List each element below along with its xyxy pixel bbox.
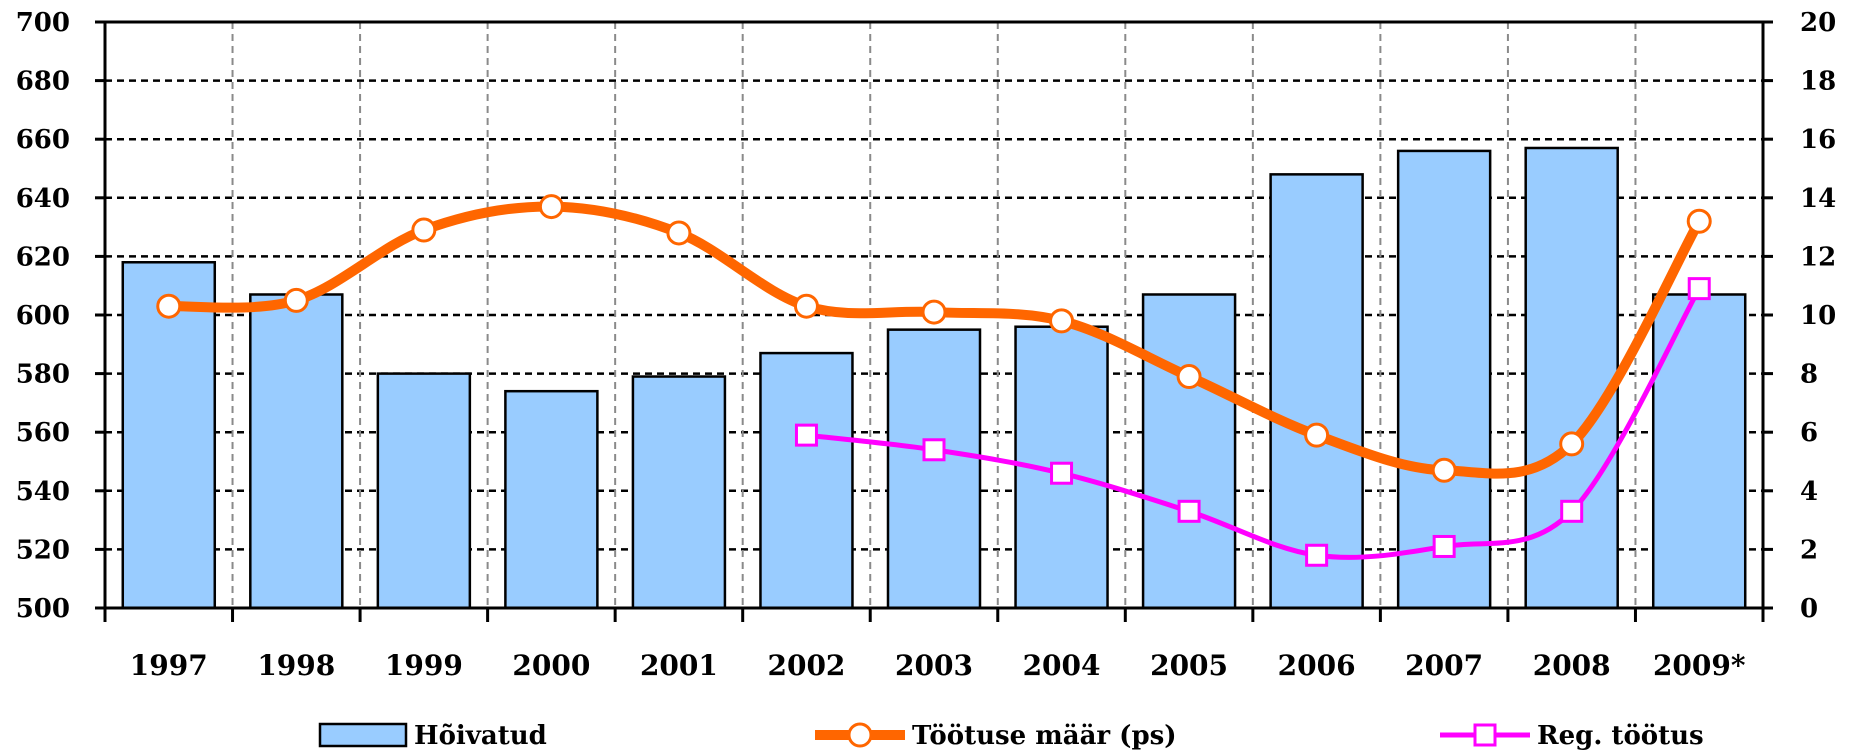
y-left-tick-label: 580 [16, 360, 70, 390]
legend-label-registered-unemployment: Reg. töötus [1537, 721, 1704, 751]
registered-unemployment-point [1560, 499, 1584, 523]
y-right-tick-label: 16 [1800, 125, 1836, 155]
x-tick-label: 2006 [1278, 649, 1356, 682]
registered-unemployment-point [1687, 277, 1711, 301]
y-right-tick-label: 0 [1800, 594, 1818, 624]
y-left-tick-label: 520 [16, 535, 70, 565]
x-tick-label: 1999 [385, 649, 463, 682]
y-left-tick-label: 680 [16, 67, 70, 97]
unemployment-rate-point [1686, 208, 1712, 234]
y-left-tick-label: 640 [16, 184, 70, 214]
registered-unemployment-point [794, 423, 818, 447]
bar [759, 351, 854, 610]
x-tick-label: 2001 [640, 649, 718, 682]
x-tick-label: 1997 [130, 649, 208, 682]
unemployment-rate-point [1176, 364, 1202, 390]
x-tick-label: 2003 [895, 649, 973, 682]
unemployment-rate-point [1304, 422, 1330, 448]
y-right-tick-label: 20 [1800, 8, 1836, 38]
x-tick-label: 2002 [767, 649, 845, 682]
bar [1396, 149, 1492, 610]
y-right-tick-label: 2 [1800, 535, 1818, 565]
bar [121, 261, 217, 610]
y-right-tick-label: 8 [1800, 360, 1818, 390]
unemployment-rate-point [793, 293, 819, 319]
bar [504, 389, 599, 610]
legend-swatch-employed [318, 722, 408, 748]
bar [1141, 293, 1237, 610]
unemployment-rate-point [1431, 457, 1457, 483]
y-axis-left-ticks: 500 520 540 560 580 600 620 640 660 680 700 [16, 8, 70, 624]
bar [886, 328, 982, 610]
unemployment-rate-point [921, 299, 947, 325]
y-axis-right-ticks: 0 2 4 6 8 10 12 14 16 18 20 [1800, 8, 1836, 624]
legend: Hõivatud Töötuse määr (ps) Reg. töötus [318, 721, 1704, 751]
registered-unemployment-point [1177, 499, 1201, 523]
bar [249, 293, 344, 610]
bar [1651, 293, 1747, 610]
unemployment-rate-point [411, 217, 437, 243]
registered-unemployment-point [1432, 534, 1456, 558]
x-tick-label: 2004 [1023, 649, 1101, 682]
x-tick-label: 2000 [512, 649, 590, 682]
y-left-tick-label: 700 [16, 8, 70, 38]
y-right-tick-label: 10 [1800, 301, 1836, 331]
y-right-tick-label: 4 [1800, 477, 1818, 507]
bar [1524, 146, 1619, 610]
y-right-tick-label: 6 [1800, 418, 1818, 448]
x-tick-label: 2009* [1653, 649, 1746, 682]
bar [631, 375, 727, 610]
bar [376, 372, 472, 610]
x-tick-label: 2008 [1533, 649, 1611, 682]
legend-marker-unemployment-rate [847, 722, 873, 748]
y-left-tick-label: 660 [16, 125, 70, 155]
x-tick-label: 2005 [1150, 649, 1228, 682]
unemployment-rate-point [283, 287, 309, 313]
y-left-tick-label: 560 [16, 418, 70, 448]
y-left-tick-label: 540 [16, 477, 70, 507]
registered-unemployment-point [1305, 543, 1329, 567]
unemployment-rate-point [538, 194, 564, 220]
legend-label-unemployment-rate: Töötuse määr (ps) [912, 721, 1177, 751]
y-left-tick-label: 600 [16, 301, 70, 331]
unemployment-rate-point [666, 220, 692, 246]
axes [95, 20, 1773, 622]
x-tick-label: 2007 [1405, 649, 1483, 682]
registered-unemployment-point [922, 438, 946, 462]
line-series [156, 194, 1712, 567]
y-right-tick-label: 18 [1800, 67, 1836, 97]
unemployment-rate-point [1559, 431, 1585, 457]
x-tick-label: 1998 [257, 649, 335, 682]
y-left-tick-label: 620 [16, 242, 70, 272]
legend-marker-registered-unemployment [1473, 723, 1497, 747]
unemployment-rate-point [156, 293, 182, 319]
bar [1269, 173, 1364, 610]
bar-series [121, 146, 1747, 610]
x-axis-ticks: 1997 1998 1999 2000 2001 2002 2003 2004 2005 2006… [130, 649, 1746, 682]
unemployment-rate-point [1049, 308, 1075, 334]
registered-unemployment-point [1050, 461, 1074, 485]
legend-label-employed: Hõivatud [414, 721, 547, 751]
y-right-tick-label: 12 [1800, 242, 1836, 272]
y-right-tick-label: 14 [1800, 184, 1836, 214]
y-left-tick-label: 500 [16, 594, 70, 624]
